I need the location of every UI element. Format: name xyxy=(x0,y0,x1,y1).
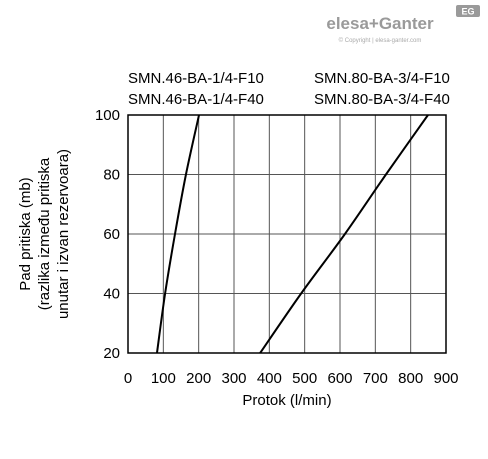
series-label: SMN.80-BA-3/4-F40 xyxy=(314,91,450,108)
x-tick-label: 800 xyxy=(398,370,423,387)
x-tick-label: 500 xyxy=(292,370,317,387)
x-tick-label: 300 xyxy=(221,370,246,387)
series-label: SMN.46-BA-1/4-F10 xyxy=(128,70,264,87)
badge: EG xyxy=(461,7,474,17)
brand-logo: elesa+Ganter xyxy=(326,14,434,33)
series-label: SMN.80-BA-3/4-F10 xyxy=(314,70,450,87)
badge-box xyxy=(456,5,480,17)
series-label: SMN.46-BA-1/4-F40 xyxy=(128,91,264,108)
y-tick-label: 20 xyxy=(103,345,120,362)
plot-frame xyxy=(127,114,447,354)
series-line xyxy=(259,114,429,354)
y-tick-label: 60 xyxy=(103,226,120,243)
y-axis-title: (razlika između pritiska xyxy=(36,157,53,310)
y-tick-label: 80 xyxy=(103,167,120,184)
series-line xyxy=(155,114,200,354)
y-tick-label: 40 xyxy=(103,286,120,303)
x-tick-label: 100 xyxy=(151,370,176,387)
y-axis-title: Pad pritiska (mb) xyxy=(17,177,34,290)
x-tick-label: 600 xyxy=(327,370,352,387)
x-tick-label: 0 xyxy=(124,370,132,387)
x-tick-label: 700 xyxy=(363,370,388,387)
y-tick-label: 100 xyxy=(95,107,120,124)
x-tick-label: 200 xyxy=(186,370,211,387)
x-tick-label: 900 xyxy=(433,370,458,387)
x-tick-label: 400 xyxy=(257,370,282,387)
x-axis-title: Protok (l/min) xyxy=(242,392,331,409)
copyright: © Copyright | elesa-ganter.com xyxy=(339,37,422,44)
y-axis-title: unutar i izvan rezervoara) xyxy=(55,149,72,319)
